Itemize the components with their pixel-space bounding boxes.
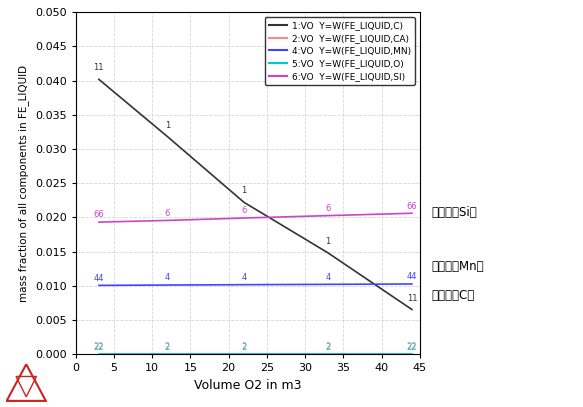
Text: 1: 1 bbox=[325, 237, 331, 246]
Text: 2: 2 bbox=[241, 343, 247, 352]
Text: 2: 2 bbox=[241, 343, 247, 352]
Text: 6: 6 bbox=[241, 206, 247, 215]
Text: 4: 4 bbox=[241, 273, 247, 282]
Text: 6: 6 bbox=[325, 204, 331, 213]
Text: 11: 11 bbox=[93, 63, 104, 72]
Text: 22: 22 bbox=[93, 343, 104, 352]
Text: 22: 22 bbox=[407, 343, 417, 352]
Text: 2: 2 bbox=[165, 343, 170, 352]
Legend: 1:VO  Y=W(FE_LIQUID,C), 2:VO  Y=W(FE_LIQUID,CA), 4:VO  Y=W(FE_LIQUID,MN), 5:VO  : 1:VO Y=W(FE_LIQUID,C), 2:VO Y=W(FE_LIQUI… bbox=[265, 17, 415, 85]
Text: 溶鋼中のSi量: 溶鋼中のSi量 bbox=[431, 206, 477, 219]
Text: 溶鋼中のMn量: 溶鋼中のMn量 bbox=[431, 260, 484, 274]
Text: 2: 2 bbox=[165, 343, 170, 352]
Text: 2: 2 bbox=[325, 343, 331, 352]
Text: 1: 1 bbox=[165, 121, 170, 130]
Text: 44: 44 bbox=[407, 272, 417, 281]
Text: 66: 66 bbox=[407, 201, 417, 210]
Text: 4: 4 bbox=[325, 273, 331, 282]
Text: 22: 22 bbox=[407, 343, 417, 352]
Text: 22: 22 bbox=[93, 343, 104, 352]
Text: 4: 4 bbox=[165, 273, 170, 282]
X-axis label: Volume O2 in m3: Volume O2 in m3 bbox=[194, 379, 301, 392]
Text: 1: 1 bbox=[241, 186, 247, 195]
Text: 6: 6 bbox=[165, 209, 170, 218]
Text: 44: 44 bbox=[93, 274, 104, 282]
Text: 2: 2 bbox=[325, 343, 331, 352]
Text: 溶鋼中のC量: 溶鋼中のC量 bbox=[431, 289, 475, 302]
Text: 66: 66 bbox=[93, 210, 104, 219]
Text: 11: 11 bbox=[407, 294, 417, 303]
Y-axis label: mass fraction of all components in FE_LIQUID: mass fraction of all components in FE_LI… bbox=[19, 65, 30, 302]
